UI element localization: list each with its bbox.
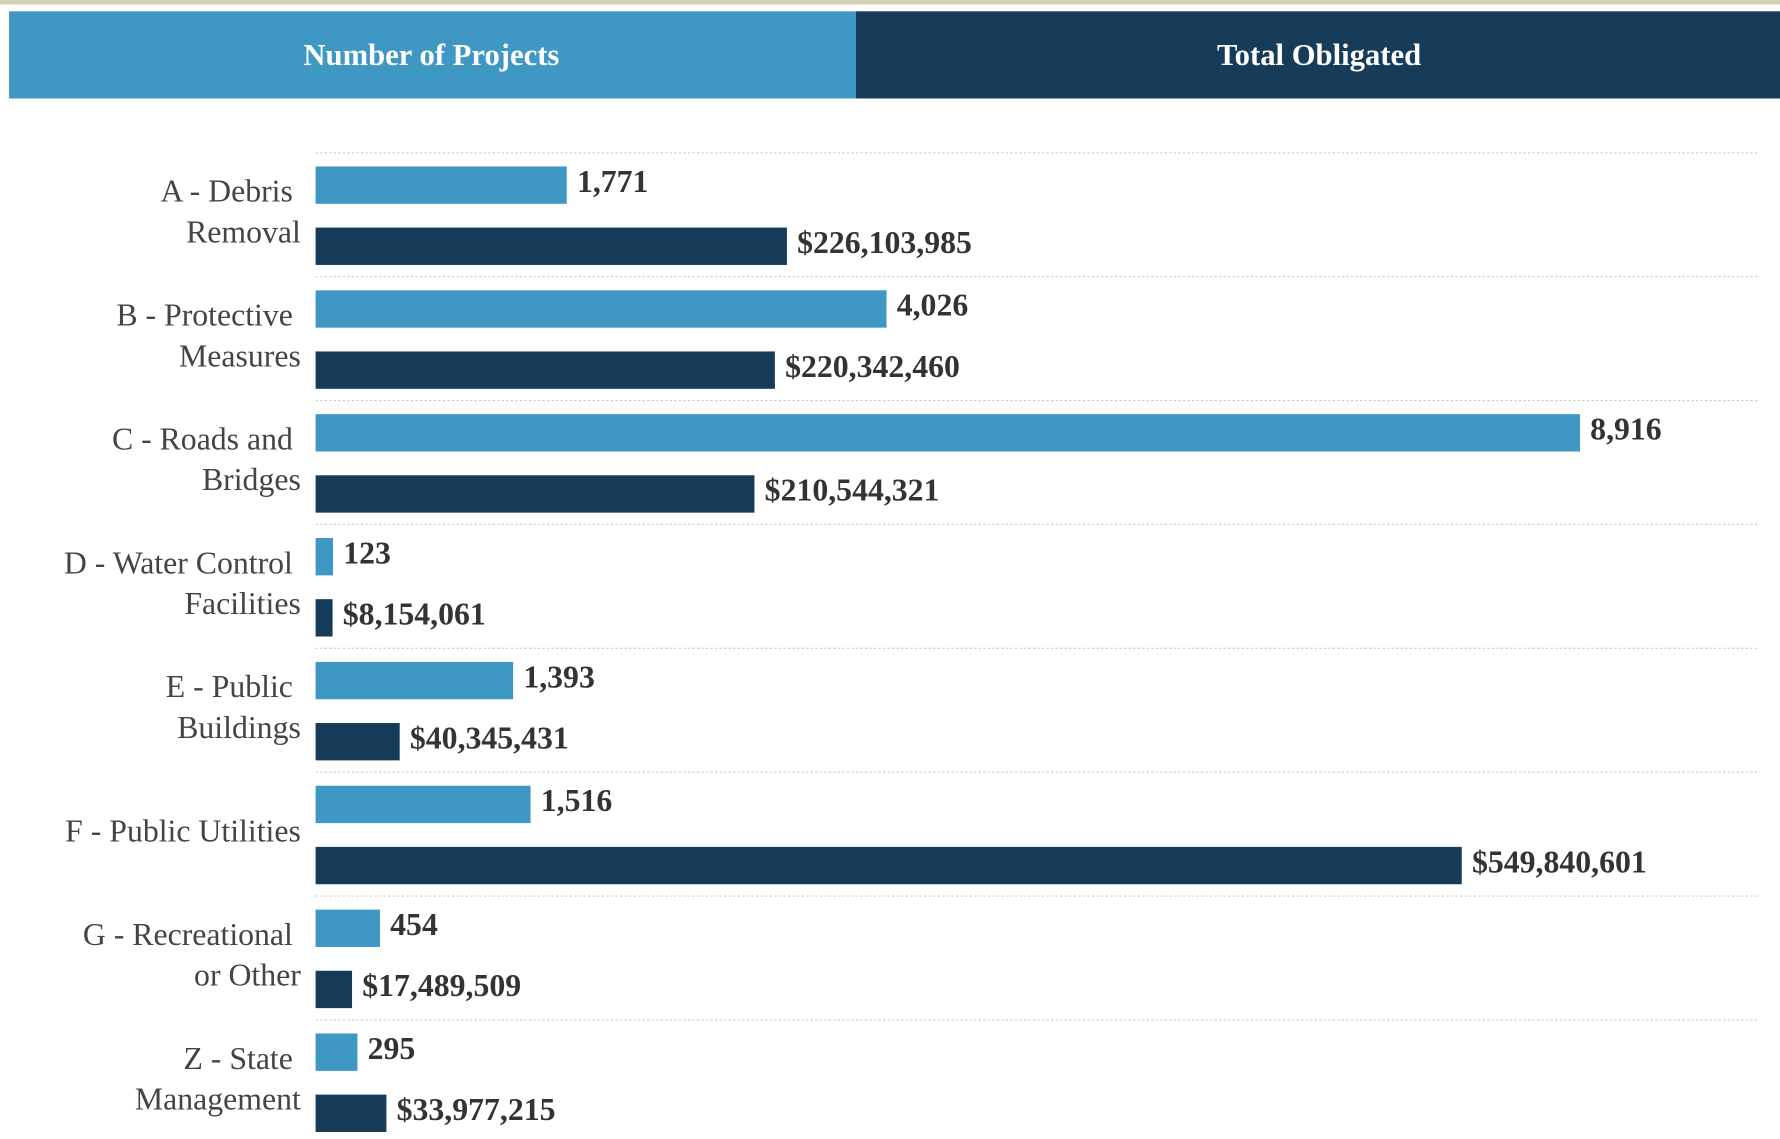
value-label: $8,154,061 [343,597,486,632]
value-label: $549,840,601 [1472,844,1647,879]
bar [315,1094,387,1132]
bar [315,723,400,761]
legend-label[interactable]: Total Obligated [1217,38,1421,72]
bar [315,846,1462,885]
category-label: E - Public Buildings [166,670,301,746]
value-label: 295 [368,1031,416,1066]
bar [315,909,380,947]
value-label: $40,345,431 [410,720,569,755]
bar [315,661,514,700]
legend-tab[interactable] [9,11,856,99]
bar [315,166,567,204]
bar [315,290,887,328]
value-label: $17,489,509 [362,968,521,1003]
top-border [0,0,1780,5]
value-label: 1,771 [577,164,649,199]
value-label: 1,516 [541,783,613,818]
category-label: D - Water Control Facilities [64,546,301,622]
value-label: 1,393 [523,659,595,694]
category-label: F - Public Utilities [65,814,301,849]
bar [315,414,1580,452]
category-label: Z - State Management [135,1041,301,1117]
legend-label[interactable]: Number of Projects [303,38,559,72]
bar [315,351,775,389]
bar [315,599,333,637]
category-label: C - Roads and Bridges [112,422,301,498]
value-label: $210,544,321 [765,473,940,508]
bar [315,1033,358,1071]
bar [315,785,531,824]
value-label: 123 [343,535,391,570]
bar [315,538,334,576]
bar [315,970,353,1009]
legend-tab[interactable] [855,11,1780,99]
value-label: 4,026 [897,288,969,323]
value-label: $226,103,985 [797,225,972,260]
value-label: $33,977,215 [397,1092,556,1127]
category-label: G - Recreational or Other [83,917,301,993]
value-label: 454 [390,907,438,942]
value-label: $220,342,460 [785,349,960,384]
bar [315,475,755,513]
category-label: A - Debris Removal [161,174,302,250]
category-label: B - Protective Measures [116,298,300,374]
bar [315,227,787,265]
value-label: 8,916 [1590,412,1662,447]
